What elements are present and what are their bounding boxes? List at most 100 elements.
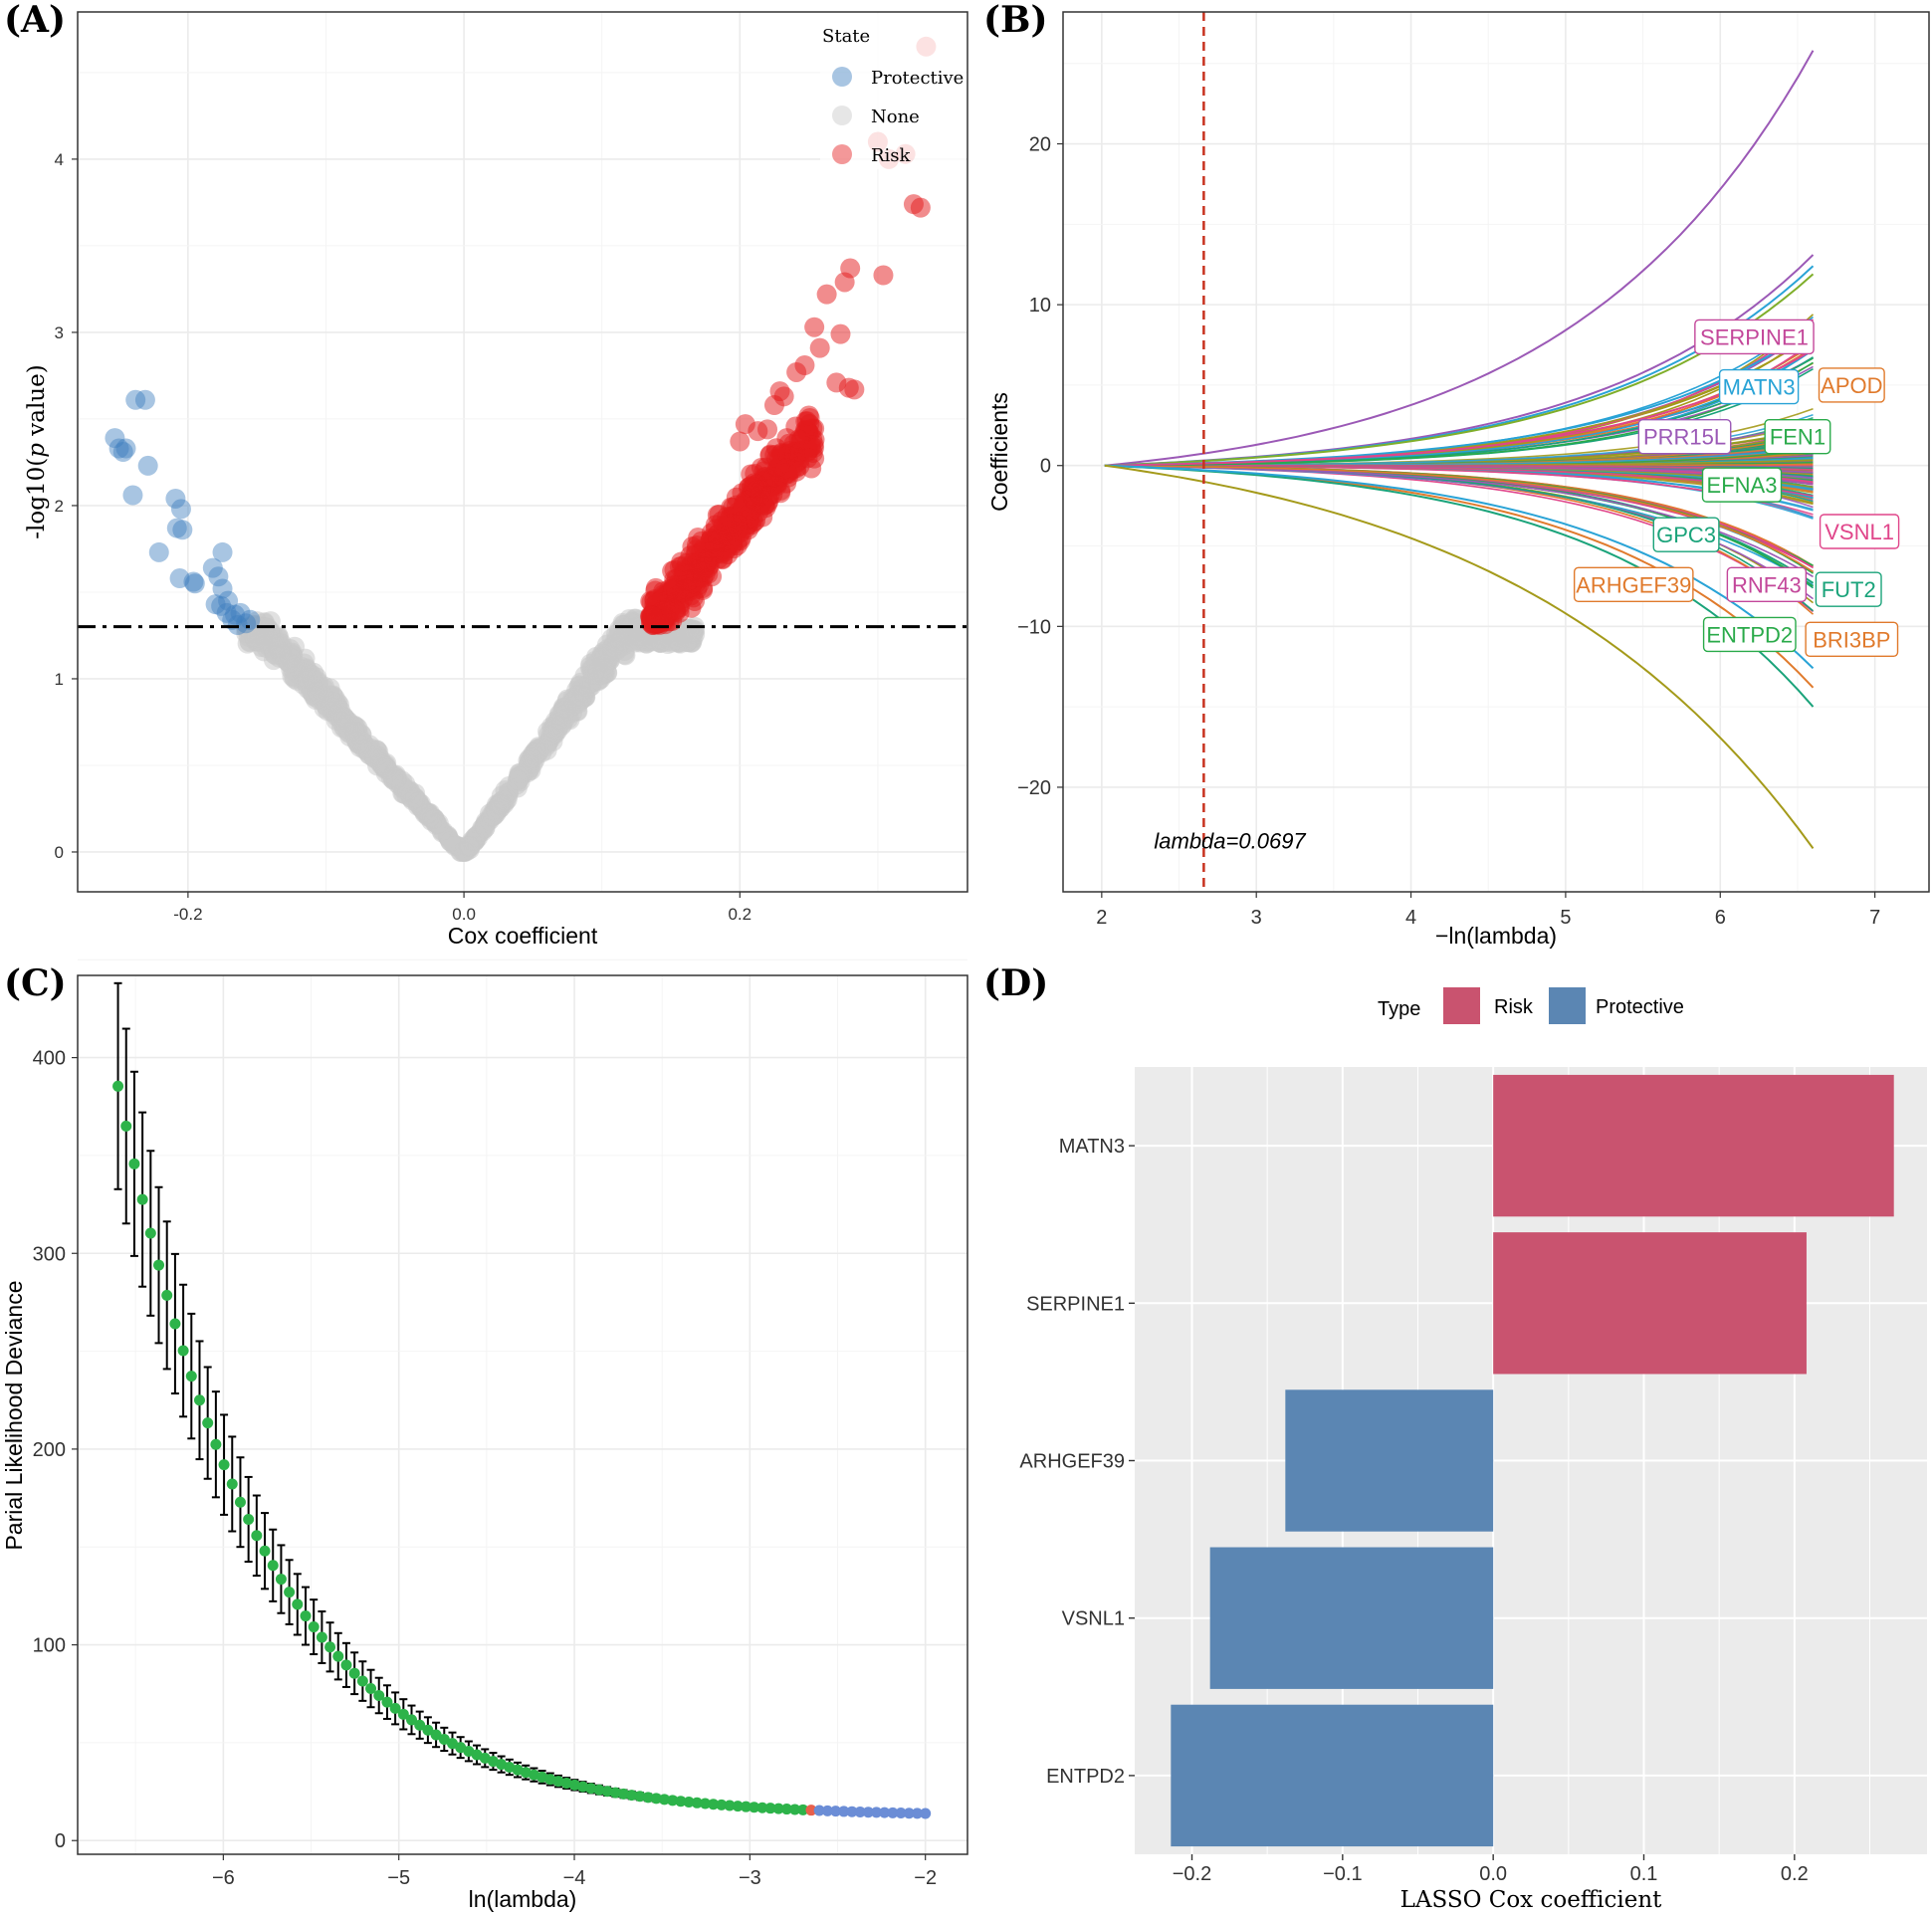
cv-deviance-border	[77, 974, 968, 1855]
gene-label-box	[1701, 467, 1783, 503]
cv-point	[601, 1786, 613, 1798]
volcano-point-risk	[786, 361, 807, 382]
cv-point	[340, 1659, 352, 1671]
cv-point-null	[895, 1808, 907, 1819]
gene-label-box	[1702, 616, 1797, 653]
volcano-x-tick-label: 0.2	[728, 905, 751, 924]
cv-point-null	[871, 1807, 883, 1818]
gene-label-box	[1573, 566, 1694, 603]
lasso-path-y-axis-title: Coefficients	[986, 392, 1012, 512]
cv-deviance-grid	[78, 958, 967, 1854]
cv-point	[708, 1799, 720, 1810]
cv-point	[365, 1682, 377, 1694]
volcano-point-protective	[218, 590, 239, 611]
volcano-point-none	[364, 747, 385, 768]
cv-point	[128, 1158, 140, 1170]
volcano-point-none	[405, 783, 426, 804]
bar-x-tick-label: −0.2	[1173, 1863, 1211, 1885]
lasso-path-x-tick-label: 7	[1869, 907, 1880, 929]
cv-point	[177, 1345, 189, 1357]
cv-point	[438, 1733, 450, 1745]
cv-point	[161, 1289, 173, 1301]
volcano-x-tick-label: 0.0	[452, 905, 476, 924]
cv-point	[202, 1417, 214, 1429]
volcano-point-protective	[115, 438, 136, 459]
cv-point	[683, 1797, 695, 1809]
gene-label-text: BRI3BP	[1813, 627, 1890, 652]
cv-point	[136, 1193, 148, 1205]
volcano-point-risk	[730, 431, 751, 452]
bar-x-axis-title: LASSO Cox coefficient	[1400, 1887, 1663, 1913]
gene-label-box	[1637, 418, 1732, 455]
volcano-point-risk	[748, 421, 768, 442]
lasso-path-panel: lambda=0.0697 SERPINE1 MATN3 APOD PRR15L FEN…	[986, 11, 1930, 949]
volcano-point-protective	[236, 613, 257, 634]
volcano-legend-background	[820, 14, 966, 169]
volcano-y-axis-title: -log10(p value)	[24, 364, 50, 538]
cv-point	[716, 1799, 728, 1810]
legend-key-protective	[832, 67, 852, 87]
cv-point	[324, 1641, 336, 1653]
bar-legend-key-risk	[1443, 987, 1480, 1024]
volcano-point-protective	[108, 438, 129, 459]
volcano-point-none	[585, 650, 606, 671]
volcano-point-risk	[830, 323, 851, 344]
gene-label-box	[1694, 319, 1815, 355]
gene-label-text: FEN1	[1770, 425, 1825, 450]
coefficient-path-extreme	[1104, 464, 1815, 670]
panel-letter-c: (C)	[4, 962, 67, 1004]
cv-point	[585, 1783, 597, 1795]
volcano-point-risk	[713, 516, 734, 536]
coefficient-bar-vsnl1	[1209, 1547, 1494, 1689]
panel-letter-d: (D)	[983, 962, 1048, 1004]
coefficient-path-extreme	[1104, 273, 1815, 467]
volcano-y-tick-label: 2	[55, 497, 64, 516]
volcano-point-protective	[169, 568, 190, 589]
cv-point-null	[821, 1805, 833, 1816]
coefficient-bar-entpd2	[1171, 1704, 1494, 1847]
legend-key-none	[832, 106, 852, 125]
cv-point	[332, 1650, 344, 1662]
lasso-path-y-tick-label: 0	[1040, 456, 1051, 478]
legend-key-risk	[832, 144, 852, 164]
volcano-point-protective	[216, 602, 237, 623]
cv-point	[756, 1802, 768, 1813]
cv-point	[691, 1797, 703, 1809]
gene-label-boxes: SERPINE1 MATN3 APOD PRR15L FEN1 EFNA3 GPC3 VSNL…	[1573, 319, 1900, 657]
volcano-point-protective	[212, 541, 233, 562]
volcano-point-none	[284, 667, 305, 688]
cv-point-null	[830, 1806, 842, 1817]
volcano-point-risk	[804, 317, 825, 337]
lasso-path-x-tick-label: 5	[1560, 907, 1571, 929]
gene-label-text: EFNA3	[1707, 473, 1778, 498]
volcano-point-protective	[183, 571, 204, 592]
cv-y-tick-label: 300	[33, 1243, 66, 1265]
cv-x-tick-label: −5	[387, 1867, 410, 1889]
volcano-tick-labels: -0.2 0.0 0.2 0 1 2 3 4	[55, 150, 752, 924]
bar-category-label: VSNL1	[1062, 1608, 1125, 1630]
volcano-point-risk	[873, 265, 894, 286]
cv-point	[667, 1795, 679, 1807]
cv-point	[389, 1702, 401, 1714]
cv-point	[675, 1796, 687, 1808]
cv-point	[275, 1574, 287, 1586]
coefficient-path-extreme	[1104, 348, 1815, 467]
bar-legend-key-protective	[1549, 987, 1586, 1024]
volcano-point-protective	[205, 594, 226, 615]
cv-point	[446, 1738, 458, 1750]
gene-label-box	[1818, 367, 1885, 403]
cv-deviance-y-axis-title: Parial Likelihood Deviance	[1, 1280, 27, 1550]
lasso-path-y-tick-label: −10	[1017, 616, 1051, 638]
volcano-point-risk	[816, 284, 837, 305]
lasso-path-border	[1062, 11, 1930, 893]
cv-deviance-tick-labels: −6 −5 −4 −3 −2 0 100 200 300 400	[33, 1048, 937, 1889]
cv-point	[397, 1708, 409, 1720]
volcano-point-none	[680, 626, 701, 647]
volcano-point-protective	[134, 389, 155, 410]
cv-point	[749, 1802, 760, 1813]
volcano-point-risk	[776, 428, 797, 449]
volcano-y-tick-label: 4	[55, 150, 64, 169]
lasso-path-y-tick-label: 10	[1029, 295, 1051, 317]
lasso-path-y-tick-label: 20	[1029, 134, 1051, 156]
cv-point	[259, 1545, 271, 1557]
